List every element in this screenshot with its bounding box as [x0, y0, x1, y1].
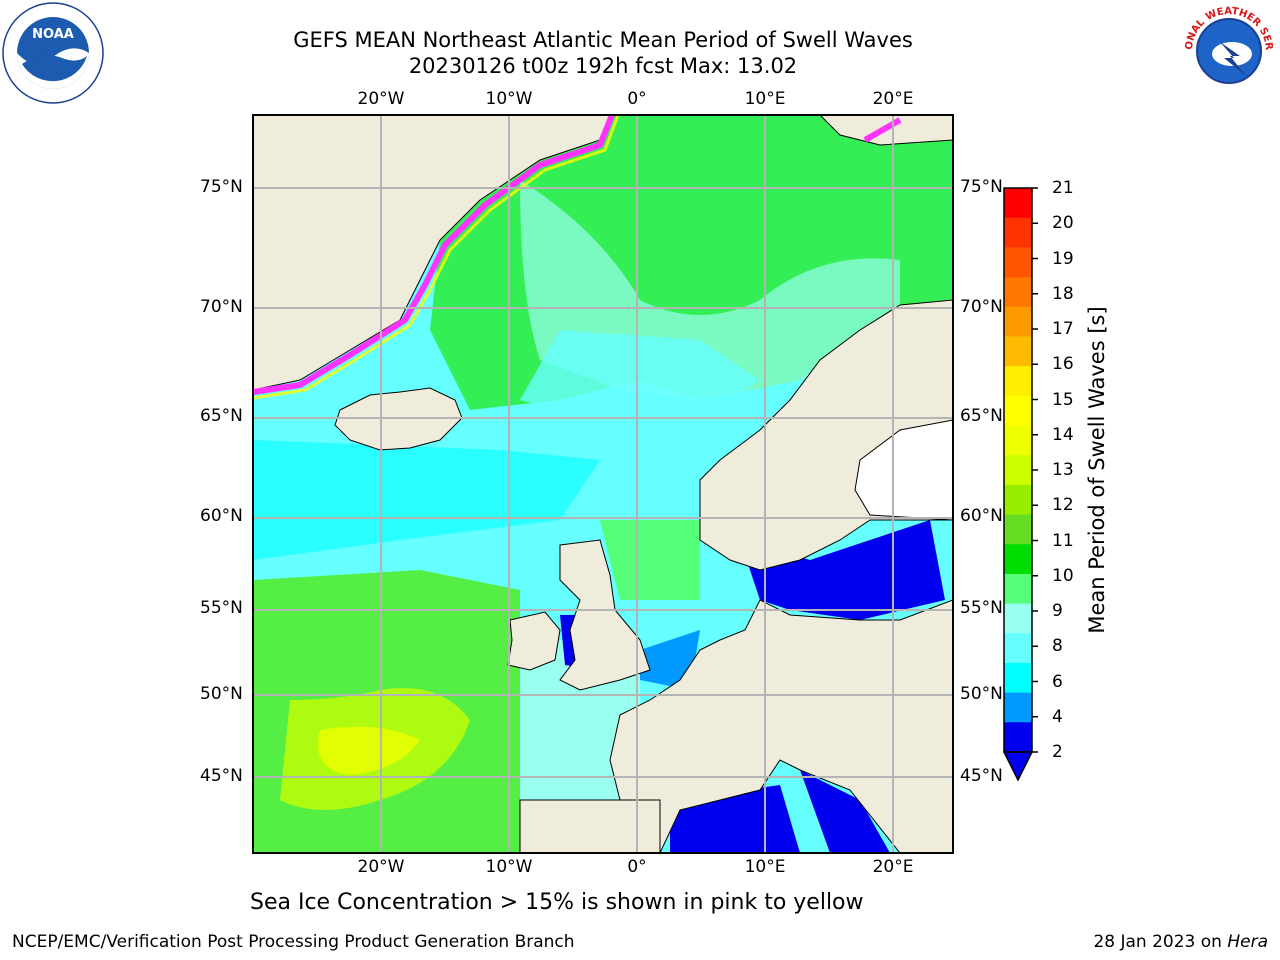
swell-field-mid-cyan — [253, 440, 600, 560]
colorbar-swatch — [1004, 722, 1032, 753]
colorbar-swatch — [1004, 277, 1032, 308]
lon-label-bottom-20e: 20°E — [872, 857, 914, 877]
colorbar-extend-arrow — [1002, 751, 1034, 782]
lat-label-right-75n: 75°N — [960, 177, 1003, 197]
sea-ice-edge — [253, 115, 615, 395]
colorbar-tick-label: 9 — [1052, 601, 1063, 621]
colorbar-tick-label: 16 — [1052, 354, 1074, 375]
colorbar-tick-label: 10 — [1052, 565, 1074, 586]
lat-label-right-60n: 60°N — [960, 506, 1003, 526]
lat-label-left-50n: 50°N — [200, 684, 243, 704]
sea-ice-edge-svalbard — [863, 117, 902, 143]
swell-field-adriatic — [800, 770, 890, 853]
colorbar-tick-label: 11 — [1052, 530, 1074, 551]
lon-label-bottom-10w: 10°W — [485, 857, 533, 877]
lat-label-left-75n: 75°N — [200, 177, 243, 197]
colorbar-swatch — [1004, 692, 1032, 723]
colorbar-swatch — [1004, 366, 1032, 397]
colorbar-tick-label: 17 — [1052, 319, 1074, 339]
colorbar-swatch — [1004, 188, 1032, 219]
sea-ice-edge-inner — [253, 115, 620, 400]
map-frame — [252, 114, 954, 854]
footer-date: 28 Jan 2023 on Hera — [1093, 932, 1268, 952]
lat-label-right-70n: 70°N — [960, 297, 1003, 317]
ice-gulf-bothnia — [854, 419, 953, 521]
colorbar-tick-label: 2 — [1052, 742, 1063, 762]
colorbar-swatch — [1004, 247, 1032, 278]
colorbar-swatch — [1004, 514, 1032, 545]
colorbar-title: Mean Period of Swell Waves [s] — [1085, 306, 1109, 634]
colorbar-swatch — [1004, 603, 1032, 634]
colorbar-swatch — [1004, 484, 1032, 516]
lon-label-top-20w: 20°W — [357, 89, 405, 109]
colorbar-swatch — [1004, 217, 1032, 248]
colorbar-swatch — [1004, 633, 1032, 664]
colorbar-frame — [1003, 187, 1033, 753]
lat-label-right-65n: 65°N — [960, 406, 1003, 426]
lon-label-top-10w: 10°W — [485, 89, 533, 109]
footer-host: Hera — [1227, 932, 1268, 952]
land-ireland — [507, 611, 561, 671]
land-iberia — [519, 799, 661, 853]
noaa-logo-icon: NOAA — [2, 2, 104, 104]
title-line-1: GEFS MEAN Northeast Atlantic Mean Period… — [293, 28, 913, 52]
swell-field-north-sea — [600, 520, 700, 600]
colorbar-tick-label: 15 — [1052, 389, 1074, 410]
colorbar-swatch — [1004, 662, 1032, 694]
lon-label-bottom-10e: 10°E — [744, 857, 786, 877]
colorbar-tick-label: 8 — [1052, 636, 1063, 657]
lat-label-right-45n: 45°N — [960, 766, 1003, 786]
land-great-britain — [559, 539, 651, 691]
national-weather-service-logo-icon: NATIONAL WEATHER SERVICE — [1180, 2, 1276, 98]
footer-date-text: 28 Jan 2023 on — [1093, 932, 1228, 952]
colorbar-tick-label: 4 — [1052, 706, 1063, 727]
colorbar-swatch — [1004, 455, 1032, 486]
lon-label-top-20e: 20°E — [872, 89, 914, 109]
map-grid — [253, 115, 953, 853]
colorbar-swatch — [1004, 544, 1032, 575]
colorbar-swatch — [1004, 306, 1032, 337]
lat-label-left-60n: 60°N — [200, 506, 243, 526]
title-line-2: 20230126 t00z 192h fcst Max: 13.02 — [408, 54, 798, 78]
colorbar-tick-label: 6 — [1052, 671, 1063, 692]
lat-label-left-70n: 70°N — [200, 297, 243, 317]
sea-ice-note: Sea Ice Concentration > 15% is shown in … — [250, 890, 864, 915]
colorbar-tick-label: 21 — [1052, 178, 1074, 198]
lat-label-left-65n: 65°N — [200, 406, 243, 426]
colorbar-swatch — [1004, 395, 1032, 426]
swell-field-southwest-yellow2 — [318, 726, 420, 775]
swell-field-north-cyan — [520, 330, 760, 420]
colorbar-swatch — [1004, 573, 1032, 605]
colorbar — [1004, 187, 1038, 753]
colorbar-tick-label: 20 — [1052, 213, 1074, 234]
lon-label-bottom-20w: 20°W — [357, 857, 405, 877]
colorbar-swatch — [1004, 425, 1032, 456]
lat-label-right-50n: 50°N — [960, 684, 1003, 704]
lon-label-bottom-0: 0° — [627, 857, 647, 877]
footer-credit: NCEP/EMC/Verification Post Processing Pr… — [12, 932, 575, 952]
colorbar-tick-label: 18 — [1052, 283, 1074, 304]
colorbar-tick-label: 12 — [1052, 495, 1074, 516]
lat-label-left-55n: 55°N — [200, 598, 243, 618]
lon-label-top-0: 0° — [627, 89, 647, 109]
lat-label-right-55n: 55°N — [960, 598, 1003, 618]
colorbar-tick-label: 19 — [1052, 248, 1074, 269]
colorbar-swatch — [1004, 336, 1032, 367]
lon-label-top-10e: 10°E — [744, 89, 786, 109]
noaa-logo-text: NOAA — [32, 27, 74, 42]
colorbar-tick-label: 13 — [1052, 460, 1074, 480]
lat-label-left-45n: 45°N — [200, 766, 243, 786]
colorbar-tick-label: 14 — [1052, 424, 1074, 445]
